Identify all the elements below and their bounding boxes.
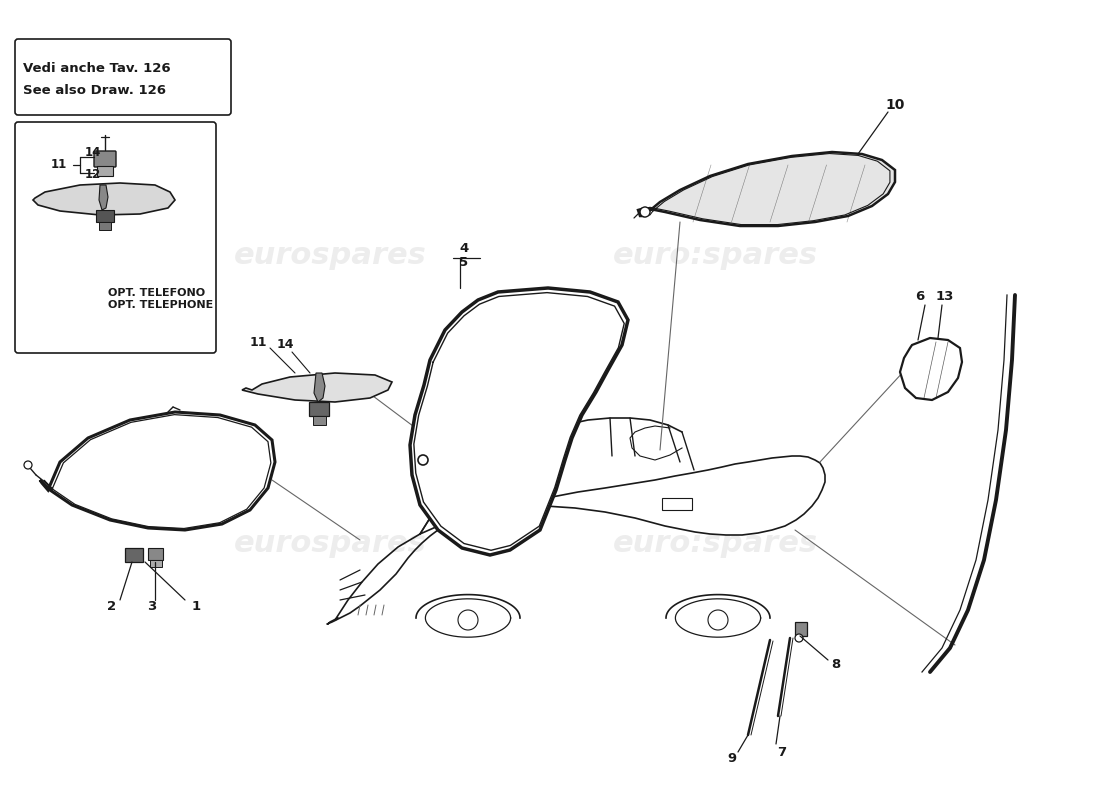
Text: 5: 5 <box>460 255 469 269</box>
FancyBboxPatch shape <box>94 151 115 167</box>
Text: OPT. TELEFONO
OPT. TELEPHONE: OPT. TELEFONO OPT. TELEPHONE <box>108 288 213 310</box>
Polygon shape <box>33 183 175 215</box>
Text: 7: 7 <box>778 746 786 758</box>
Circle shape <box>640 207 650 217</box>
Bar <box>96 210 114 222</box>
Text: See also Draw. 126: See also Draw. 126 <box>23 83 166 97</box>
Bar <box>150 560 162 567</box>
Circle shape <box>418 455 428 465</box>
Bar <box>97 166 113 176</box>
Bar <box>314 416 326 425</box>
Circle shape <box>795 634 803 642</box>
FancyBboxPatch shape <box>15 122 216 353</box>
Text: 11: 11 <box>51 158 67 171</box>
FancyBboxPatch shape <box>15 39 231 115</box>
Circle shape <box>458 610 478 630</box>
Polygon shape <box>40 412 275 530</box>
Bar <box>795 622 807 636</box>
Text: Vedi anche Tav. 126: Vedi anche Tav. 126 <box>23 62 170 74</box>
Text: 6: 6 <box>915 290 925 302</box>
Bar <box>662 498 692 510</box>
Polygon shape <box>314 373 324 402</box>
Bar <box>125 548 143 562</box>
Text: 10: 10 <box>886 98 904 112</box>
Text: 2: 2 <box>108 599 117 613</box>
Text: 3: 3 <box>147 599 156 613</box>
Text: 1: 1 <box>191 599 200 613</box>
Polygon shape <box>638 152 895 226</box>
Bar <box>99 222 111 230</box>
Circle shape <box>24 461 32 469</box>
Text: 14: 14 <box>276 338 294 351</box>
Text: eurospares: eurospares <box>233 242 427 270</box>
Text: 9: 9 <box>727 751 737 765</box>
Polygon shape <box>410 288 628 555</box>
Text: euro:spares: euro:spares <box>613 242 817 270</box>
Polygon shape <box>99 185 108 210</box>
Text: 12: 12 <box>85 169 101 182</box>
Circle shape <box>708 610 728 630</box>
Polygon shape <box>242 373 392 402</box>
Text: 14: 14 <box>85 146 101 159</box>
Text: 13: 13 <box>936 290 954 302</box>
Polygon shape <box>900 338 962 400</box>
Bar <box>148 548 163 560</box>
Text: 4: 4 <box>460 242 469 254</box>
Bar <box>309 402 329 416</box>
Text: 8: 8 <box>832 658 840 670</box>
Text: eurospares: eurospares <box>233 530 427 558</box>
Text: 11: 11 <box>250 335 266 349</box>
Text: euro:spares: euro:spares <box>613 530 817 558</box>
